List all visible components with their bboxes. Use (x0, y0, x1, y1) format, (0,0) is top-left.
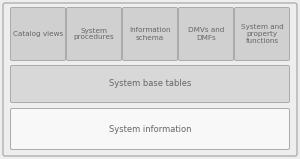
Text: Information
schema: Information schema (129, 28, 171, 41)
FancyBboxPatch shape (235, 7, 290, 61)
FancyBboxPatch shape (11, 7, 65, 61)
FancyBboxPatch shape (122, 7, 178, 61)
Text: System
procedures: System procedures (74, 28, 114, 41)
FancyBboxPatch shape (178, 7, 233, 61)
FancyBboxPatch shape (3, 3, 297, 156)
FancyBboxPatch shape (11, 108, 290, 149)
Text: System base tables: System base tables (109, 80, 191, 89)
Text: DMVs and
DMFs: DMVs and DMFs (188, 28, 224, 41)
Text: System and
property
functions: System and property functions (241, 24, 284, 44)
FancyBboxPatch shape (11, 66, 290, 103)
Text: System information: System information (109, 124, 191, 134)
Text: Catalog views: Catalog views (13, 31, 63, 37)
FancyBboxPatch shape (67, 7, 122, 61)
